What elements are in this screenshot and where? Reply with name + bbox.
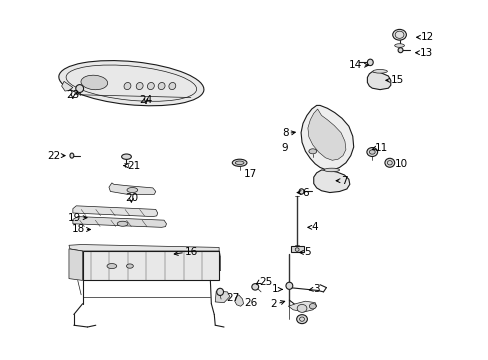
Ellipse shape [147,82,154,90]
Text: 14: 14 [348,60,362,70]
Ellipse shape [127,188,138,193]
Polygon shape [61,81,73,91]
Ellipse shape [384,158,394,167]
Ellipse shape [368,150,374,154]
Ellipse shape [59,60,203,106]
Ellipse shape [124,82,131,90]
Text: 27: 27 [225,293,239,303]
Text: 10: 10 [394,159,407,169]
Ellipse shape [136,82,143,90]
Polygon shape [313,170,349,193]
Ellipse shape [397,48,402,53]
Text: 11: 11 [374,143,387,153]
Ellipse shape [70,153,74,158]
Ellipse shape [76,85,83,93]
Text: 8: 8 [281,129,288,138]
Text: 25: 25 [259,277,272,287]
Polygon shape [73,217,166,227]
Text: 1: 1 [271,284,278,294]
Ellipse shape [296,315,307,324]
Polygon shape [69,249,82,280]
Text: 17: 17 [243,168,256,179]
Ellipse shape [235,161,244,165]
Ellipse shape [107,264,117,269]
Ellipse shape [285,282,292,289]
Polygon shape [288,301,316,312]
Text: 3: 3 [312,284,319,294]
Text: 4: 4 [311,222,318,232]
Ellipse shape [251,284,258,290]
Text: 26: 26 [244,298,257,308]
Text: 18: 18 [71,225,84,234]
Ellipse shape [308,149,316,154]
Text: 7: 7 [340,176,347,186]
Text: 21: 21 [127,161,141,171]
Text: 19: 19 [68,213,81,222]
Text: 22: 22 [47,150,60,161]
Text: 15: 15 [390,75,403,85]
Text: 16: 16 [184,247,198,257]
Text: 23: 23 [66,90,80,100]
Text: 6: 6 [302,188,308,198]
Ellipse shape [295,248,299,251]
Polygon shape [301,105,353,170]
Text: 24: 24 [139,95,152,105]
Polygon shape [73,206,158,217]
Polygon shape [69,244,219,251]
Ellipse shape [126,264,133,268]
Ellipse shape [372,69,386,73]
Ellipse shape [392,30,406,40]
Text: 12: 12 [420,32,433,42]
Ellipse shape [394,44,404,47]
Ellipse shape [117,221,128,226]
Polygon shape [366,72,390,90]
Text: 5: 5 [304,247,310,257]
Ellipse shape [232,159,246,166]
Polygon shape [290,246,304,252]
Polygon shape [109,183,156,194]
Ellipse shape [324,168,339,172]
Ellipse shape [366,59,372,66]
Ellipse shape [366,148,377,157]
Ellipse shape [309,303,316,309]
Polygon shape [234,295,243,306]
Text: 9: 9 [281,143,288,153]
Polygon shape [82,251,219,280]
Ellipse shape [216,288,223,296]
Text: 20: 20 [124,193,138,203]
Polygon shape [215,291,229,303]
Ellipse shape [297,305,306,312]
Ellipse shape [122,154,131,159]
Polygon shape [307,109,345,160]
Text: 2: 2 [270,299,277,309]
Text: 13: 13 [419,48,432,58]
Ellipse shape [158,82,165,90]
Ellipse shape [299,189,304,194]
Ellipse shape [168,82,175,90]
Ellipse shape [81,75,107,90]
